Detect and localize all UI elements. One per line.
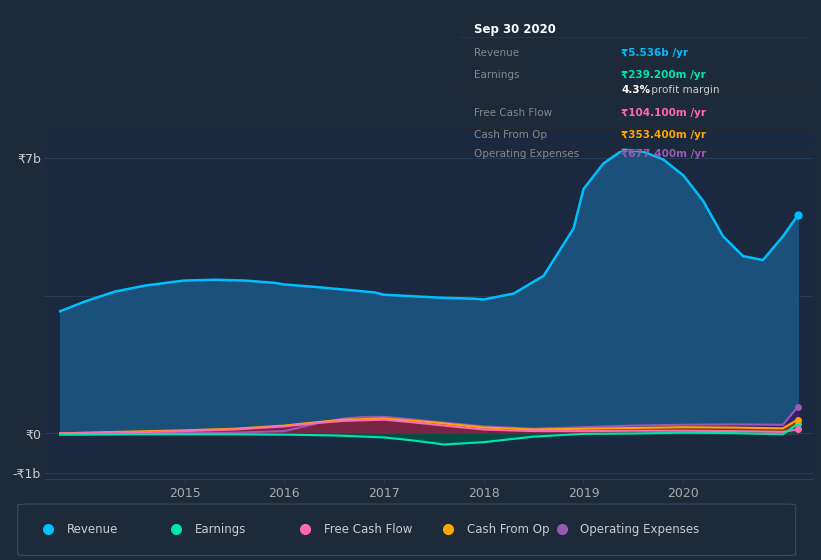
- Text: Earnings: Earnings: [195, 522, 246, 536]
- Text: 4.3%: 4.3%: [621, 85, 650, 95]
- Text: Revenue: Revenue: [67, 522, 118, 536]
- Text: ₹677.400m /yr: ₹677.400m /yr: [621, 149, 707, 159]
- Text: Revenue: Revenue: [474, 48, 519, 58]
- Text: profit margin: profit margin: [648, 85, 719, 95]
- Text: ₹353.400m /yr: ₹353.400m /yr: [621, 129, 706, 139]
- Text: Free Cash Flow: Free Cash Flow: [323, 522, 412, 536]
- Text: Earnings: Earnings: [474, 69, 520, 80]
- Text: Free Cash Flow: Free Cash Flow: [474, 108, 552, 118]
- Text: ₹239.200m /yr: ₹239.200m /yr: [621, 69, 706, 80]
- Text: Operating Expenses: Operating Expenses: [474, 149, 579, 159]
- Text: ₹5.536b /yr: ₹5.536b /yr: [621, 48, 688, 58]
- Text: ₹104.100m /yr: ₹104.100m /yr: [621, 108, 706, 118]
- Text: Cash From Op: Cash From Op: [474, 129, 547, 139]
- Text: Operating Expenses: Operating Expenses: [580, 522, 699, 536]
- Text: Sep 30 2020: Sep 30 2020: [474, 23, 556, 36]
- Text: Cash From Op: Cash From Op: [467, 522, 549, 536]
